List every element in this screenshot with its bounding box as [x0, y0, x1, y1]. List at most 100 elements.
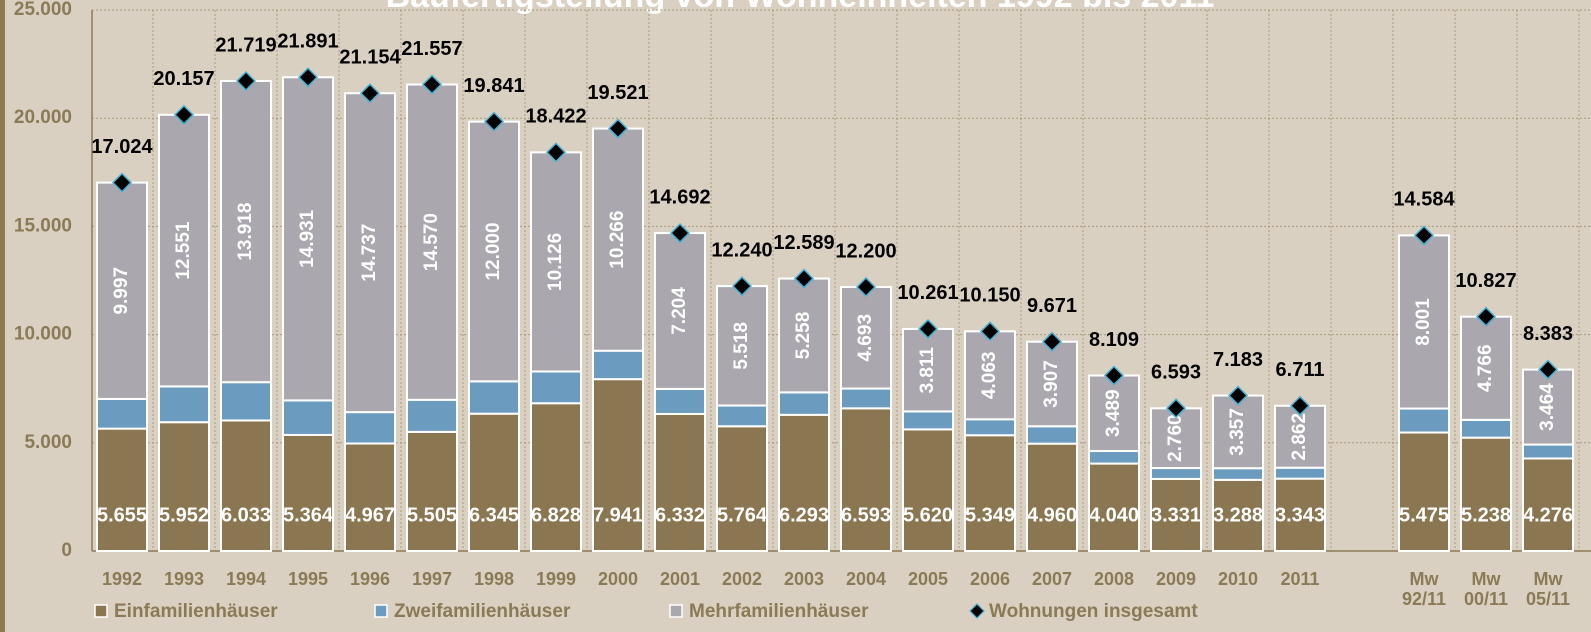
bar-segment: [902, 428, 954, 553]
bar-segment: [1150, 477, 1202, 552]
value-label: 3.357: [1227, 408, 1248, 456]
value-label: 9.997: [111, 267, 132, 315]
x-tick-label: 1999: [535, 569, 577, 589]
total-label: 12.200: [835, 240, 896, 262]
bar-segment: [964, 434, 1016, 553]
value-label: 2.862: [1289, 413, 1310, 461]
bar-segment: [282, 76, 334, 402]
value-label: 4.276: [1523, 504, 1573, 526]
total-label: 21.719: [215, 34, 276, 56]
total-marker: [1289, 395, 1311, 416]
bar-segment: [220, 419, 272, 553]
value-label: 12.000: [483, 222, 504, 280]
value-label: 5.505: [407, 504, 457, 526]
value-label: 12.551: [173, 221, 194, 280]
total-label: 6.711: [1276, 359, 1325, 381]
x-tick-label: 2011: [1280, 569, 1320, 589]
bar-segment: [840, 407, 892, 552]
legend-label: Mehrfamilienhäuser: [689, 601, 869, 622]
legend-swatch: [374, 604, 388, 618]
bar-segment: [406, 398, 458, 433]
x-tick-label: 2010: [1217, 569, 1259, 589]
bar-segment: [530, 151, 582, 373]
y-tick-label: 20.000: [14, 107, 72, 128]
value-label: 5.620: [903, 504, 953, 526]
bar-segment: [592, 349, 644, 381]
value-label: 5.258: [793, 312, 814, 360]
x-tick-label: 2009: [1155, 569, 1197, 589]
value-label: 6.828: [531, 504, 581, 526]
value-label: 14.570: [421, 213, 442, 271]
value-label: 6.033: [221, 504, 271, 526]
value-label: 10.126: [545, 233, 566, 291]
value-label: 6.293: [779, 504, 829, 526]
y-tick-label: 10.000: [14, 324, 72, 345]
total-label: 10.827: [1455, 270, 1516, 292]
total-marker: [979, 321, 1001, 342]
bar-segment: [344, 92, 396, 414]
value-label: 8.001: [1413, 298, 1434, 346]
value-label: 5.655: [97, 504, 147, 526]
bar-segment: [1522, 457, 1574, 552]
bar-segment: [1212, 394, 1264, 470]
total-label: 8.109: [1089, 329, 1139, 351]
bar-segment: [158, 385, 210, 424]
x-tick-label: 1997: [411, 569, 453, 589]
value-label: 6.332: [655, 504, 705, 526]
value-label: 3.907: [1041, 360, 1062, 408]
value-label: 3.811: [917, 347, 938, 394]
x-tick-label: 2006: [969, 569, 1011, 589]
total-marker: [1537, 359, 1559, 380]
bar-segment: [530, 370, 582, 405]
bar-segment: [344, 411, 396, 445]
legend-swatch: [669, 604, 683, 618]
total-label: 17.024: [91, 136, 153, 158]
value-label: 7.941: [593, 504, 643, 526]
total-marker: [731, 276, 753, 297]
bar-segment: [778, 413, 830, 553]
bar-segment: [96, 397, 148, 430]
bar-segment: [220, 381, 272, 422]
total-marker: [1475, 306, 1497, 327]
total-marker: [1227, 385, 1249, 406]
legend-swatch: [94, 604, 108, 618]
total-label: 21.891: [277, 31, 338, 53]
bar-segment: [654, 387, 706, 415]
total-label: 12.240: [711, 239, 772, 261]
edge-bar: [0, 0, 5, 632]
bar-segment: [716, 285, 768, 407]
bar-segment: [1398, 234, 1450, 410]
total-marker: [297, 67, 319, 88]
bar-segment: [282, 433, 334, 552]
total-marker: [111, 172, 133, 193]
value-label: 5.764: [717, 504, 768, 526]
total-marker: [917, 318, 939, 340]
value-label: 3.331: [1151, 504, 1201, 526]
total-marker: [235, 70, 257, 92]
bar-segment: [406, 83, 458, 401]
value-label: 4.693: [855, 314, 876, 362]
x-tick-label: 2001: [659, 569, 701, 589]
total-label: 6.593: [1151, 362, 1201, 384]
bar-segment: [158, 421, 210, 553]
bar-segment: [468, 380, 520, 415]
bar-segment: [468, 412, 520, 553]
x-tick-label: 2007: [1031, 569, 1073, 589]
value-label: 4.960: [1027, 504, 1077, 526]
value-label: 3.288: [1213, 504, 1263, 526]
x-tick-label: 2003: [783, 569, 825, 589]
bar-segment: [1398, 431, 1450, 552]
value-label: 14.737: [359, 224, 380, 282]
bar-segment: [158, 113, 210, 388]
y-tick-label: 15.000: [14, 215, 72, 236]
bar-segment: [406, 430, 458, 552]
bar-segment: [654, 412, 706, 552]
x-tick-label: 2002: [721, 569, 763, 589]
legend-marker: [969, 603, 985, 619]
x-tick-label: Mw 05/11: [1525, 569, 1571, 609]
bar-segment: [778, 277, 830, 394]
total-label: 20.157: [153, 68, 214, 90]
value-label: 5.952: [159, 504, 209, 526]
x-tick-label: 2000: [597, 569, 639, 589]
